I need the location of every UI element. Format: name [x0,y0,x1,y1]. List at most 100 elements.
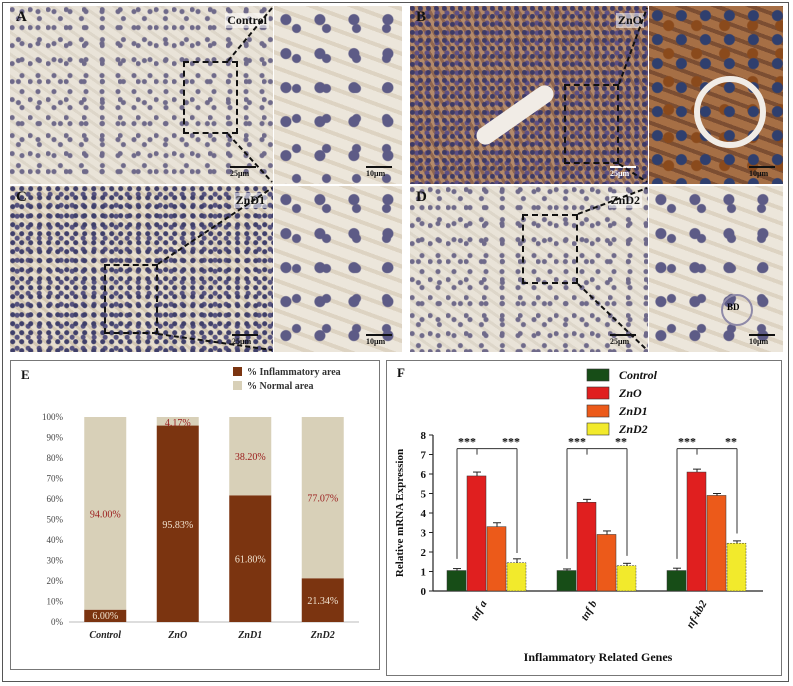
legend-swatch-3 [586,422,610,436]
bar-znd2 [506,562,527,592]
sig-mark-left: *** [458,435,476,449]
y-tick-label: 7 [421,450,427,462]
bar-zno [686,471,707,592]
bar-zno [466,475,487,592]
x-axis-label: Inflammatory Related Genes [524,650,673,664]
y-tick-label: 2 [421,547,427,559]
vessel [472,81,558,149]
y-tick-label: 3 [421,528,427,540]
bar-control [556,570,577,592]
chart-e-box: E % Inflammatory area % Normal area 0% 10% 20… [10,360,380,670]
x-tick-label: tnf b [579,598,600,623]
bar-inflammatory [301,578,344,622]
panel-a-main: A Control 25μm [10,6,273,184]
chart-f-box: F Control ZnO ZnD1 ZnD2 0 1 2 3 4 5 6 7 8 Relative mRN… [386,360,782,676]
bar-znd1 [486,526,507,592]
y-tick-label: 40% [47,535,64,545]
panel-d-label: ZnD2 [608,193,642,208]
x-tick-label: nf-kb2 [684,598,710,630]
data-label-normal: 94.00% [90,509,121,520]
x-tick-label: ZnD1 [237,630,262,641]
legend-label-0: Control [619,368,658,382]
bar-znd1 [706,495,727,592]
sig-mark-left: *** [568,435,586,449]
y-tick-label: 20% [47,576,64,586]
legend-swatch-1 [586,386,610,400]
bar-inflammatory [156,425,199,622]
panel-c-zoom-scale: 10μm [366,334,392,346]
panel-b-zoom: 10μm [649,6,783,184]
y-tick-label: 6 [421,469,427,481]
panel-c-zoom: 10μm [274,186,402,352]
bar-normal [156,417,199,426]
legend-label-0: % Inflammatory area [247,367,341,378]
bar-normal [301,417,344,579]
legend-label-2: ZnD1 [618,404,648,418]
data-label-inflammatory: 6.00% [92,611,118,622]
y-tick-label: 80% [47,453,64,463]
data-label-normal: 77.07% [307,494,338,505]
y-tick-label: 90% [47,433,64,443]
legend-swatch-0 [233,367,242,376]
bar-znd1 [596,534,617,592]
y-tick-label: 100% [42,412,64,422]
x-tick-label: ZnD2 [310,630,335,641]
bile-duct [721,294,753,326]
panel-b-zoom-scale: 10μm [749,166,775,178]
panel-d-scale: 25μm [610,334,636,346]
bar-normal [229,417,272,496]
panel-a-letter: A [16,9,27,25]
legend-swatch-1 [233,381,242,390]
x-tick-label: tnf a [469,598,490,623]
panel-c-scale: 25μm [232,334,258,346]
chart-e: E % Inflammatory area % Normal area 0% 10% 20… [21,367,359,641]
panel-a-label: Control [225,13,269,28]
vessel-zoom [694,76,766,148]
y-tick-label: 0 [421,586,427,598]
panel-c-zoom-box [104,264,158,334]
panel-a-scale: 25μm [230,166,256,178]
bar-znd2 [726,542,747,592]
y-tick-label: 4 [421,508,427,520]
panel-b-label: ZnO [615,13,644,28]
y-tick-label: 0% [51,617,64,627]
y-tick-label: 30% [47,556,64,566]
y-tick-label: 50% [47,515,64,525]
bar-inflammatory [229,495,272,622]
panel-a-zoom-scale: 10μm [366,166,392,178]
bar-znd2 [616,565,637,592]
panel-d-main: D ZnD2 25μm [410,186,648,352]
data-label-inflammatory: 61.80% [235,555,266,566]
legend-swatch-0 [586,368,610,382]
chart-f: F Control ZnO ZnD1 ZnD2 0 1 2 3 4 5 6 7 8 Relative mRN… [394,365,763,664]
legend-swatch-2 [586,404,610,418]
y-axis-label: Relative mRNA Expression [394,449,406,577]
bile-duct-label: BD [727,302,740,312]
panel-c-letter: C [16,189,27,205]
bar-control [446,570,467,592]
panel-a-zoom: 10μm [274,6,402,184]
legend-label-1: ZnO [618,386,642,400]
panel-d-zoom: BD 10μm [649,186,783,352]
data-label-inflammatory: 95.83% [162,520,193,531]
y-tick-label: 5 [421,489,427,501]
sig-mark-right: ** [725,435,737,449]
panel-d-letter: D [416,189,427,205]
y-tick-label: 60% [47,494,64,504]
sig-mark-left: *** [678,435,696,449]
sig-mark-right: ** [615,435,627,449]
bar-normal [84,417,127,610]
panel-b-letter: B [416,9,427,25]
panel-b-scale: 25μm [610,166,636,178]
y-tick-label: 10% [47,597,64,607]
panel-d-zoom-scale: 10μm [749,334,775,346]
panel-e-letter: E [21,367,30,382]
x-tick-label: Control [89,630,121,641]
data-label-normal: 4.17% [165,418,191,429]
x-tick-label: ZnO [167,630,187,641]
panel-c-main: C ZnD1 25μm [10,186,273,352]
bar-zno [576,502,597,592]
sig-mark-right: *** [502,435,520,449]
bar-control [666,570,687,592]
